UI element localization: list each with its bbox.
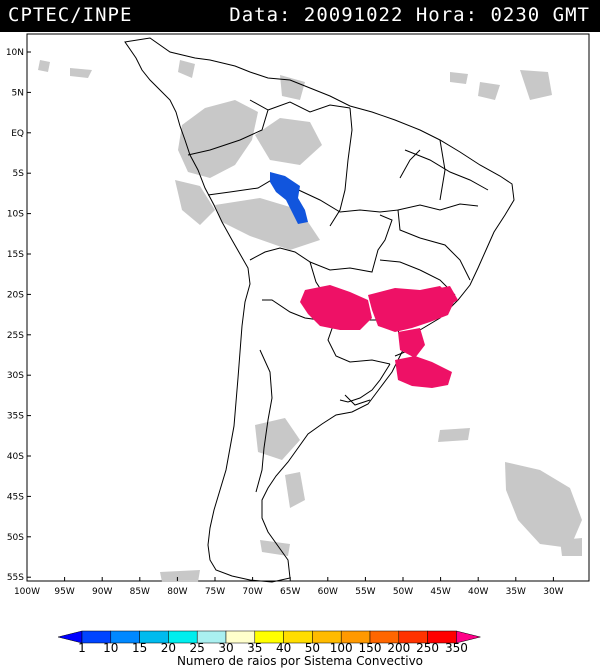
lat-label: 20S	[7, 290, 24, 300]
legend-value: 35	[247, 641, 262, 655]
lat-label: 10S	[7, 210, 24, 220]
country-borders	[124, 37, 515, 583]
legend-value: 1	[78, 641, 86, 655]
lat-label: 10N	[6, 48, 24, 58]
lightning-map: 10N5NEQ5S10S15S20S25S30S35S40S45S50S55S …	[6, 33, 590, 597]
lon-label: 75W	[205, 587, 225, 597]
lon-label: 60W	[318, 587, 338, 597]
legend-value: 350	[445, 641, 468, 655]
legend-value: 100	[330, 641, 353, 655]
lon-label: 45W	[430, 587, 450, 597]
lat-label: 15S	[7, 250, 24, 260]
title-source: CPTEC/INPE	[8, 4, 133, 26]
title-datetime: Data: 20091022 Hora: 0230 GMT	[229, 4, 590, 26]
cloud-cover-layer	[38, 60, 582, 582]
lat-label: 30S	[7, 371, 24, 381]
legend-value: 150	[359, 641, 382, 655]
lon-label: 90W	[92, 587, 112, 597]
lon-label: 70W	[242, 587, 262, 597]
legend-value: 40	[276, 641, 291, 655]
legend-value: 15	[132, 641, 147, 655]
lon-label: 40W	[468, 587, 488, 597]
lon-label: 95W	[54, 587, 74, 597]
lon-label: 80W	[167, 587, 187, 597]
lat-label: 25S	[7, 331, 24, 341]
lon-label: 50W	[393, 587, 413, 597]
lat-label: EQ	[11, 129, 24, 139]
lon-label: 100W	[14, 587, 40, 597]
legend-value: 250	[416, 641, 439, 655]
legend-value: 50	[305, 641, 320, 655]
legend-value: 30	[218, 641, 233, 655]
legend-value: 25	[190, 641, 205, 655]
title-bar: CPTEC/INPE Data: 20091022 Hora: 0230 GMT	[0, 0, 600, 32]
legend-value: 20	[161, 641, 176, 655]
legend-value: 200	[387, 641, 410, 655]
legend-value: 10	[103, 641, 118, 655]
legend-arrow-right	[456, 630, 481, 644]
lat-label: 45S	[7, 492, 24, 502]
lat-label: 5N	[12, 88, 24, 98]
lat-label: 50S	[7, 533, 24, 543]
lon-label: 65W	[280, 587, 300, 597]
lon-label: 30W	[543, 587, 563, 597]
legend-colorbar: 1 10 15 20 25 30 35 40 50 100 150 200 250 350	[57, 630, 481, 655]
lon-label: 85W	[130, 587, 150, 597]
lon-label: 55W	[355, 587, 375, 597]
storm-magenta	[300, 285, 458, 388]
legend-caption: Numero de raios por Sistema Convectivo	[176, 654, 424, 668]
lon-label: 35W	[506, 587, 526, 597]
storm-blue	[270, 172, 308, 224]
lat-label: 40S	[7, 452, 24, 462]
lat-label: 5S	[13, 169, 25, 179]
lat-label: 55S	[7, 573, 24, 583]
lat-label: 35S	[7, 412, 24, 422]
